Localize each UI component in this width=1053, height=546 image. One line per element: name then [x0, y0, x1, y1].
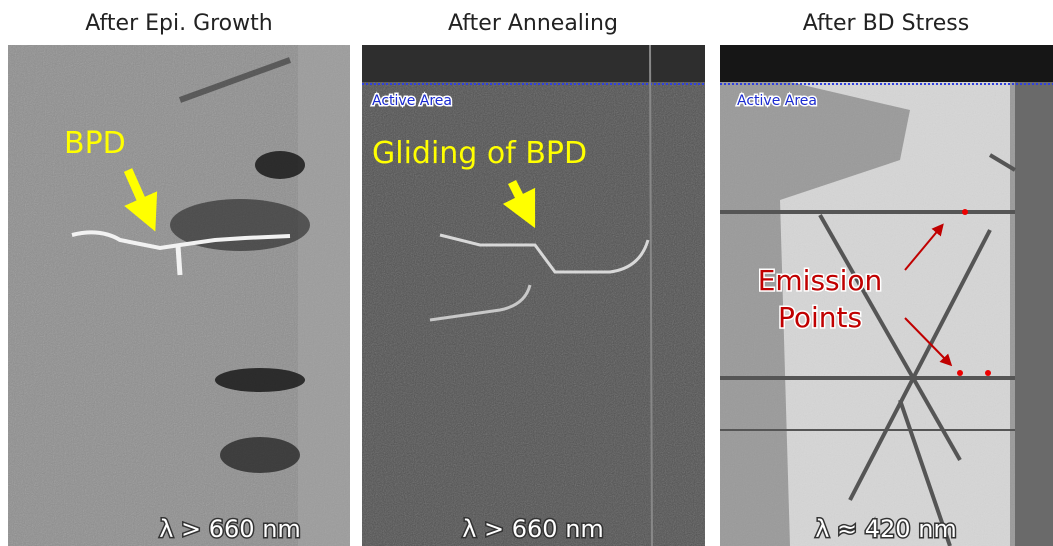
annotation: BPD [64, 126, 126, 161]
panel-image: Active Area Emission Points λ ≈ 420 nm [720, 45, 1053, 546]
panel-title: After BD Stress [803, 11, 969, 36]
panel-title: After Epi. Growth [85, 11, 272, 36]
page: After Epi. Growth After Annealing After … [0, 0, 1053, 546]
panel-image: BPD λ > 660 nm [8, 45, 350, 546]
panel-title: After Annealing [448, 11, 618, 36]
figure: After Epi. Growth After Annealing After … [0, 0, 1053, 546]
annotation: Emission [758, 264, 883, 297]
area-label: Active Area [372, 93, 452, 109]
area-label: Active Area [737, 93, 817, 109]
annotation: Gliding of BPD [372, 136, 587, 171]
panel-image: Active Area Gliding of BPD λ > 660 nm [362, 45, 705, 546]
annotation: Points [778, 301, 862, 334]
wavelength-label: λ > 660 nm [462, 515, 604, 543]
wavelength-label: λ > 660 nm [159, 515, 301, 543]
wavelength-label: λ ≈ 420 nm [815, 515, 957, 543]
